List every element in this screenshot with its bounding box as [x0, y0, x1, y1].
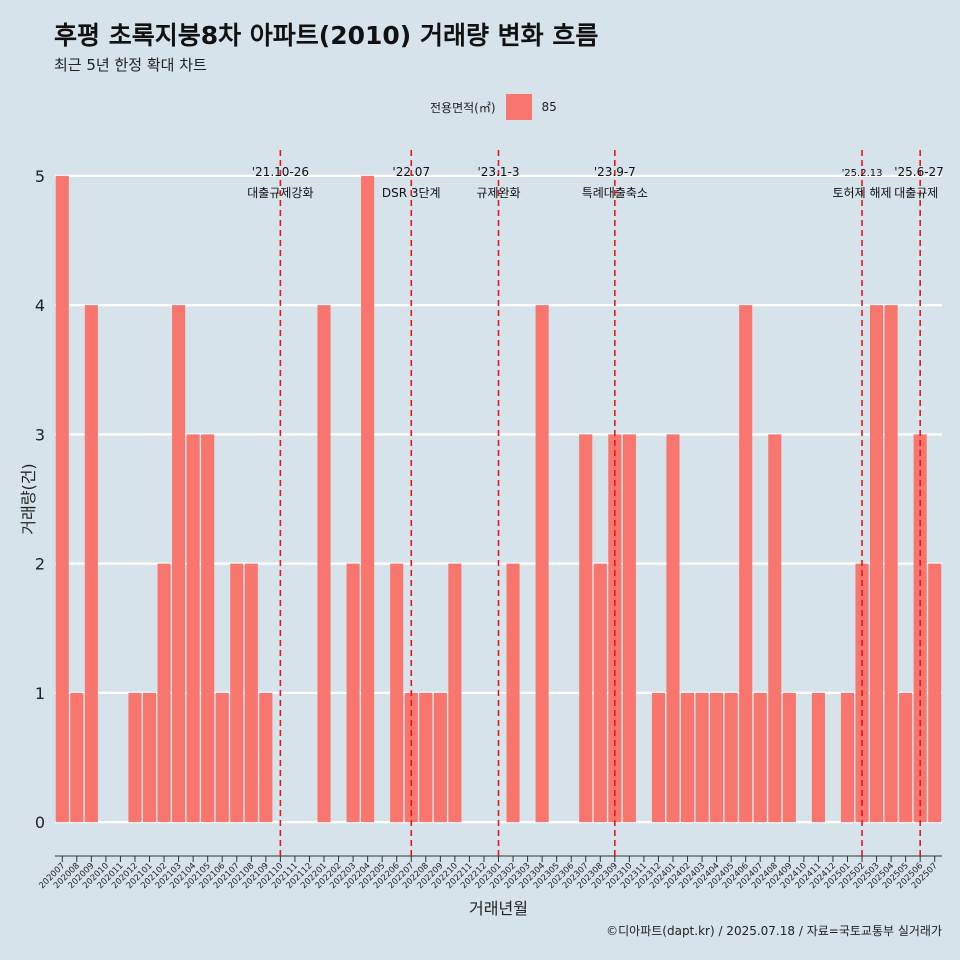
bar — [128, 692, 142, 823]
event-date: '22.07 — [392, 165, 430, 179]
bar — [739, 305, 753, 823]
bar — [55, 175, 69, 823]
bar — [259, 692, 273, 823]
bar — [913, 434, 927, 823]
bar — [244, 563, 258, 823]
bar — [346, 563, 360, 823]
bar — [928, 563, 942, 823]
bar — [651, 692, 665, 823]
bar — [695, 692, 709, 823]
bar — [768, 434, 782, 823]
bar — [419, 692, 433, 823]
chart-subtitle: 최근 5년 한정 확대 차트 — [54, 56, 207, 74]
legend-title: 전용면적(㎡) — [430, 100, 496, 115]
event-label: DSR 3단계 — [382, 186, 441, 200]
bar — [230, 563, 244, 823]
bar — [84, 305, 98, 823]
bar — [186, 434, 200, 823]
bar — [535, 305, 549, 823]
bar — [899, 692, 913, 823]
bar — [608, 434, 622, 823]
y-tick-label: 3 — [35, 425, 45, 444]
y-tick-label: 1 — [35, 684, 45, 703]
y-tick-label: 4 — [35, 296, 45, 315]
bar — [884, 305, 898, 823]
bar — [157, 563, 171, 823]
bar — [811, 692, 825, 823]
event-date: '21.10-26 — [252, 165, 309, 179]
x-axis-title: 거래년월 — [469, 899, 528, 918]
bar — [870, 305, 884, 823]
bar — [201, 434, 215, 823]
event-date: '25.2.13 — [842, 168, 883, 179]
bar — [215, 692, 229, 823]
legend: 전용면적(㎡) 85 — [430, 94, 557, 120]
source-caption: ©디아파트(dapt.kr) / 2025.07.18 / 자료=국토교통부 실… — [606, 924, 942, 938]
y-tick-label: 0 — [35, 813, 45, 832]
bar — [680, 692, 695, 823]
bar — [390, 563, 404, 823]
bar — [724, 692, 738, 823]
bar — [840, 692, 855, 823]
bar — [172, 305, 186, 823]
bar — [317, 305, 331, 823]
bar — [782, 692, 796, 823]
event-label: 대출규제강화 — [247, 186, 313, 200]
bar — [142, 692, 157, 823]
y-tick-label: 5 — [35, 167, 45, 186]
event-label: 대출규제 — [894, 186, 938, 200]
event-label: 규제완화 — [476, 186, 520, 200]
bar — [753, 692, 767, 823]
bar — [361, 175, 375, 823]
event-label: 특례대출축소 — [582, 186, 648, 200]
bar — [622, 434, 636, 823]
bar — [666, 434, 680, 823]
bar — [448, 563, 462, 823]
bar — [710, 692, 724, 823]
y-axis-title: 거래량(건) — [19, 463, 38, 534]
event-date: '23.1-3 — [478, 165, 520, 179]
bar — [579, 434, 593, 823]
event-date: '25.6-27 — [894, 165, 944, 179]
bar — [506, 563, 520, 823]
event-date: '23.9-7 — [594, 165, 636, 179]
legend-swatch — [505, 94, 532, 120]
bar — [593, 563, 607, 823]
bar — [404, 692, 418, 823]
y-tick-label: 2 — [35, 555, 45, 574]
legend-label: 85 — [541, 100, 557, 114]
chart-title: 후평 초록지붕8차 아파트(2010) 거래량 변화 흐름 — [54, 21, 599, 50]
bar — [70, 692, 84, 823]
bar — [433, 692, 447, 823]
event-label: 토허제 해제 — [833, 186, 892, 200]
